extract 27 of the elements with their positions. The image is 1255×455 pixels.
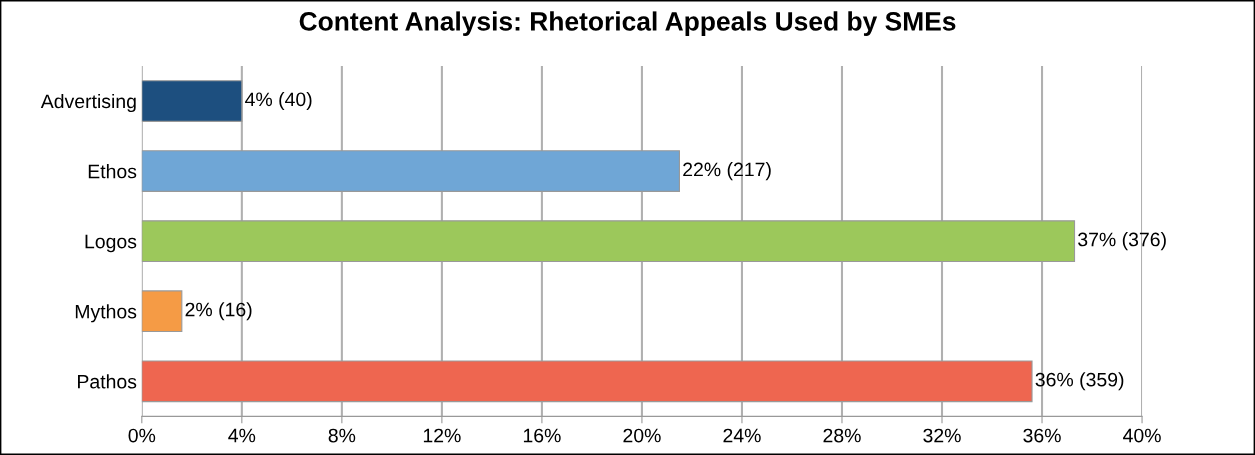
y-tick-label: Pathos bbox=[78, 374, 137, 389]
y-tick-label: Advertising bbox=[40, 93, 136, 113]
chart-title: Content Analysis: Rhetorical Appeals Used by SMEs bbox=[299, 11, 956, 36]
x-tick-label: 0% bbox=[128, 428, 156, 443]
x-tick-label: 24% bbox=[723, 428, 761, 443]
x-tick-label: 8% bbox=[328, 428, 356, 443]
x-tick-label: 40% bbox=[1123, 428, 1161, 443]
x-tick-label: 16% bbox=[523, 428, 561, 443]
bar bbox=[141, 80, 243, 122]
data-label: 37% (376) bbox=[1078, 232, 1166, 251]
bar bbox=[141, 290, 183, 333]
data-label: 2% (16) bbox=[185, 302, 252, 321]
bar bbox=[141, 360, 1033, 403]
y-tick-label: Ethos bbox=[88, 164, 137, 179]
x-tick-label: 32% bbox=[923, 428, 961, 443]
y-tick-label: Mythos bbox=[75, 304, 137, 323]
data-label: 36% (359) bbox=[1035, 372, 1124, 391]
x-tick-label: 4% bbox=[228, 428, 256, 443]
x-tick-label: 28% bbox=[823, 428, 861, 443]
bar bbox=[141, 220, 1076, 263]
y-tick-label: Logos bbox=[85, 234, 137, 253]
data-label: 22% (217) bbox=[683, 162, 771, 181]
data-label: 4% (40) bbox=[245, 91, 312, 111]
x-tick-label: 20% bbox=[623, 428, 661, 443]
x-tick-label: 12% bbox=[423, 428, 461, 443]
x-tick-label: 36% bbox=[1023, 428, 1061, 443]
bar bbox=[141, 150, 680, 192]
